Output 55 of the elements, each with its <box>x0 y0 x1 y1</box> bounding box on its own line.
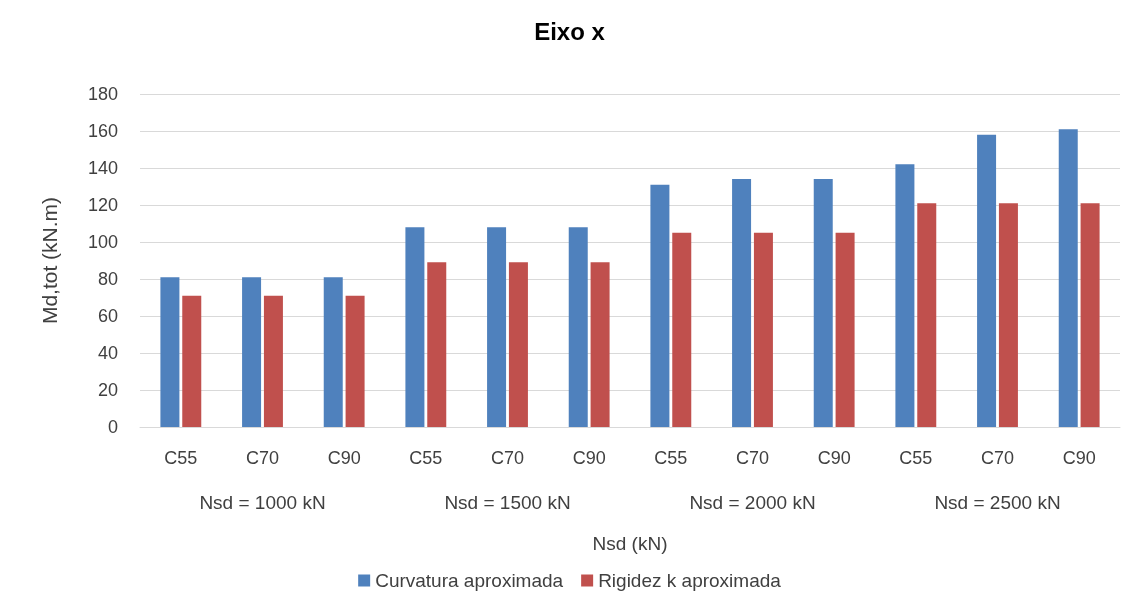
y-tick-label: 180 <box>87 84 118 104</box>
y-axis-title: Md,tot (kN.m) <box>38 196 61 325</box>
bar <box>753 232 773 427</box>
bar <box>1058 129 1078 427</box>
x-tick-label: C70 <box>980 448 1015 468</box>
y-tick-label: 0 <box>107 417 118 437</box>
bar <box>182 295 202 427</box>
x-tick-label: C55 <box>654 448 688 468</box>
x-tick-label: C90 <box>327 448 361 468</box>
text: Nsd = 1500 kN <box>444 492 571 513</box>
bar <box>345 295 365 427</box>
bar <box>835 232 855 427</box>
y-tick-label: 40 <box>97 343 118 363</box>
legend-label: Rigidez k aproximada <box>598 570 782 591</box>
bar <box>732 179 752 427</box>
bar <box>160 277 180 427</box>
text: Nsd = 1000 kN <box>199 492 326 513</box>
x-tick-label: C70 <box>735 448 770 468</box>
x-tick-label: C55 <box>164 448 198 468</box>
bar <box>405 227 425 427</box>
text: Nsd = 2500 kN <box>934 492 1061 513</box>
x-tick-label: C90 <box>572 448 606 468</box>
y-tick-label: 120 <box>87 195 118 215</box>
bar <box>672 232 692 427</box>
bar <box>242 277 262 427</box>
bar <box>487 227 507 427</box>
x-tick-label: C55 <box>899 448 933 468</box>
bar <box>917 203 937 427</box>
bar <box>650 184 670 427</box>
x-axis-title: Nsd (kN) <box>592 533 668 554</box>
y-tick-label: 140 <box>87 158 118 178</box>
y-tick-label: 100 <box>87 232 118 252</box>
bar <box>263 295 283 427</box>
y-tick-label: 80 <box>97 269 118 289</box>
x-tick-label: C55 <box>409 448 443 468</box>
bar <box>508 262 528 427</box>
x-tick-label: C70 <box>490 448 525 468</box>
x-tick-label: C70 <box>245 448 280 468</box>
legend-label: Curvatura aproximada <box>375 570 564 591</box>
bar <box>1080 203 1100 427</box>
bar <box>977 134 997 427</box>
y-tick-label: 160 <box>87 121 118 141</box>
bar <box>590 262 610 427</box>
y-tick-label: 20 <box>97 380 118 400</box>
y-tick-label: 60 <box>97 306 118 326</box>
text: Nsd = 2000 kN <box>689 492 816 513</box>
bar <box>427 262 447 427</box>
bar <box>813 179 833 427</box>
bar <box>998 203 1018 427</box>
chart-title: Eixo x <box>534 17 606 45</box>
x-tick-label: C90 <box>817 448 851 468</box>
bar <box>895 164 915 427</box>
x-tick-label: C90 <box>1062 448 1096 468</box>
bar <box>568 227 588 427</box>
bar <box>323 277 343 427</box>
